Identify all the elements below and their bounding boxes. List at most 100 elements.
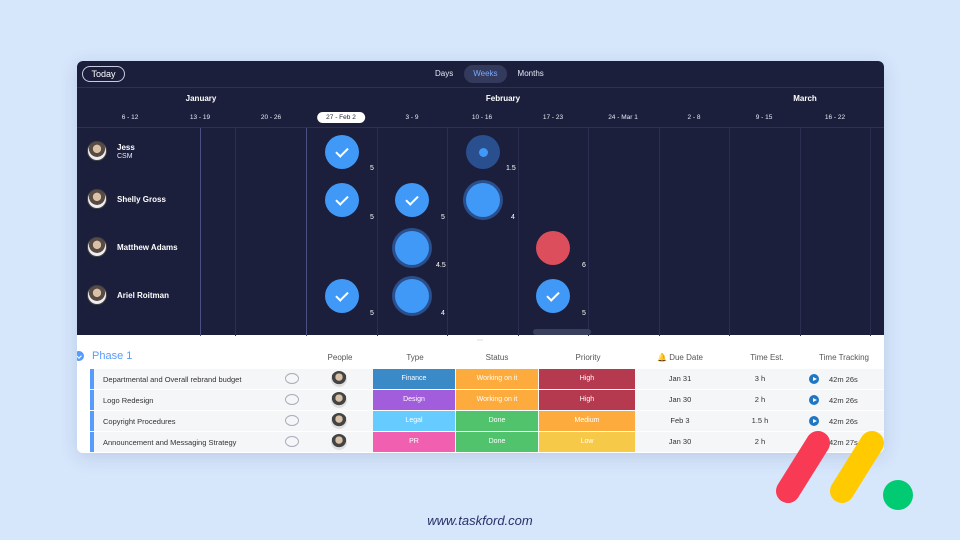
priority-cell[interactable]: Low <box>539 432 635 452</box>
comment-bubble-icon[interactable] <box>285 373 299 384</box>
status-cell[interactable]: Working on it <box>456 369 538 389</box>
workload-bubble-light[interactable] <box>466 135 500 169</box>
week-label[interactable]: 3 - 9 <box>405 114 419 121</box>
month-label: March <box>793 94 817 103</box>
due-date-cell[interactable]: Jan 30 <box>668 395 692 404</box>
person-shelly-gross[interactable]: Shelly Gross <box>87 189 166 209</box>
week-label[interactable]: 17 - 23 <box>542 114 564 121</box>
week-label[interactable]: 13 - 19 <box>189 114 211 121</box>
tab-months[interactable]: Months <box>517 69 544 78</box>
column-header-due-date[interactable]: 🔔 Due Date <box>657 353 703 362</box>
check-icon <box>405 191 419 206</box>
time-est-cell[interactable]: 2 h <box>754 395 766 404</box>
item-title[interactable]: Departmental and Overall rebrand budget <box>103 375 242 384</box>
avatar[interactable] <box>331 413 347 429</box>
type-cell[interactable]: Legal <box>373 411 455 431</box>
footer-url[interactable]: www.taskford.com <box>427 513 533 528</box>
month-header: January February March <box>77 89 884 107</box>
workload-bubble-partial[interactable] <box>466 183 500 217</box>
grid-line <box>518 128 519 336</box>
tab-days[interactable]: Days <box>435 69 454 78</box>
check-icon <box>335 191 349 206</box>
horizontal-scrollbar[interactable] <box>533 329 591 335</box>
chevron-down-icon[interactable] <box>77 351 84 361</box>
avatar[interactable] <box>331 371 347 387</box>
resize-handle-icon[interactable]: ⋯ <box>477 338 483 344</box>
comment-bubble-icon[interactable] <box>285 394 299 405</box>
workload-bubble-partial[interactable] <box>395 231 429 265</box>
time-est-cell[interactable]: 1.5 h <box>751 416 769 425</box>
comment-bubble-icon[interactable] <box>285 415 299 426</box>
workload-bubble-full[interactable] <box>536 279 570 313</box>
week-label[interactable]: 24 - Mar 1 <box>608 114 638 121</box>
workload-bubble-overload[interactable] <box>536 231 570 265</box>
priority-cell[interactable]: High <box>539 390 635 410</box>
comment-bubble-icon[interactable] <box>285 436 299 447</box>
item-title[interactable]: Announcement and Messaging Strategy <box>103 438 237 447</box>
type-cell[interactable]: PR <box>373 432 455 452</box>
tab-weeks[interactable]: Weeks <box>464 65 507 83</box>
column-header-time-tracking[interactable]: Time Tracking <box>819 353 869 362</box>
priority-cell[interactable]: High <box>539 369 635 389</box>
avatar <box>87 189 107 209</box>
week-label-current[interactable]: 27 - Feb 2 <box>317 112 365 123</box>
column-header-type[interactable]: Type <box>406 353 424 362</box>
grid-line <box>870 128 871 336</box>
group-title[interactable]: Phase 1 <box>92 350 133 362</box>
person-matthew-adams[interactable]: Matthew Adams <box>87 237 178 257</box>
table-row[interactable]: Announcement and Messaging Strategy PR D… <box>90 432 884 452</box>
week-label[interactable]: 10 - 16 <box>471 114 493 121</box>
workload-bubble-full[interactable] <box>325 135 359 169</box>
due-date-cell[interactable]: Jan 30 <box>668 437 692 446</box>
workload-bubble-full[interactable] <box>325 279 359 313</box>
play-icon[interactable] <box>809 374 819 384</box>
workload-value: 4.5 <box>436 262 446 269</box>
type-cell[interactable]: Finance <box>373 369 455 389</box>
today-button[interactable]: Today <box>82 66 125 82</box>
workload-bubble-partial[interactable] <box>395 279 429 313</box>
column-header-time-est[interactable]: Time Est. <box>750 353 784 362</box>
logo-dot <box>883 480 913 510</box>
week-label[interactable]: 6 - 12 <box>121 114 139 121</box>
play-icon[interactable] <box>809 395 819 405</box>
week-label[interactable]: 20 - 26 <box>260 114 282 121</box>
week-label[interactable]: 2 - 8 <box>687 114 701 121</box>
week-label[interactable]: 9 - 15 <box>755 114 773 121</box>
grid-line <box>729 128 730 336</box>
group-color-bar <box>90 390 94 410</box>
status-cell[interactable]: Done <box>456 432 538 452</box>
type-cell[interactable]: Design <box>373 390 455 410</box>
workload-bubble-full[interactable] <box>325 183 359 217</box>
status-cell[interactable]: Done <box>456 411 538 431</box>
workload-timeline: Today Days Weeks Months January February… <box>77 61 884 336</box>
time-est-cell[interactable]: 2 h <box>754 437 766 446</box>
item-title[interactable]: Copyright Procedures <box>103 417 176 426</box>
play-icon[interactable] <box>809 416 819 426</box>
status-cell[interactable]: Working on it <box>456 390 538 410</box>
grid-line <box>588 128 589 336</box>
item-title[interactable]: Logo Redesign <box>103 396 154 405</box>
priority-cell[interactable]: Medium <box>539 411 635 431</box>
time-tracking-value: 42m 26s <box>829 396 858 405</box>
avatar <box>87 237 107 257</box>
person-jess[interactable]: Jess CSM <box>87 141 135 161</box>
avatar[interactable] <box>331 434 347 450</box>
week-label[interactable]: 16 - 22 <box>824 114 846 121</box>
workload-bubble-full[interactable] <box>395 183 429 217</box>
check-icon <box>335 143 349 158</box>
time-est-cell[interactable]: 3 h <box>754 374 766 383</box>
bell-icon: 🔔 <box>657 353 667 362</box>
table-row[interactable]: Copyright Procedures Legal Done Medium F… <box>90 411 884 431</box>
avatar[interactable] <box>331 392 347 408</box>
due-date-cell[interactable]: Feb 3 <box>670 416 690 425</box>
week-header: 6 - 12 13 - 19 20 - 26 27 - Feb 2 3 - 9 … <box>77 112 884 126</box>
column-header-people[interactable]: People <box>327 353 353 362</box>
timeline-toolbar: Today Days Weeks Months <box>77 61 884 88</box>
column-header-status[interactable]: Status <box>485 353 509 362</box>
person-ariel-roitman[interactable]: Ariel Roitman <box>87 285 169 305</box>
due-date-cell[interactable]: Jan 31 <box>668 374 692 383</box>
column-header-priority[interactable]: Priority <box>575 353 601 362</box>
table-row[interactable]: Departmental and Overall rebrand budget … <box>90 369 884 389</box>
workload-value: 1.5 <box>506 165 516 172</box>
table-row[interactable]: Logo Redesign Design Working on it High … <box>90 390 884 410</box>
